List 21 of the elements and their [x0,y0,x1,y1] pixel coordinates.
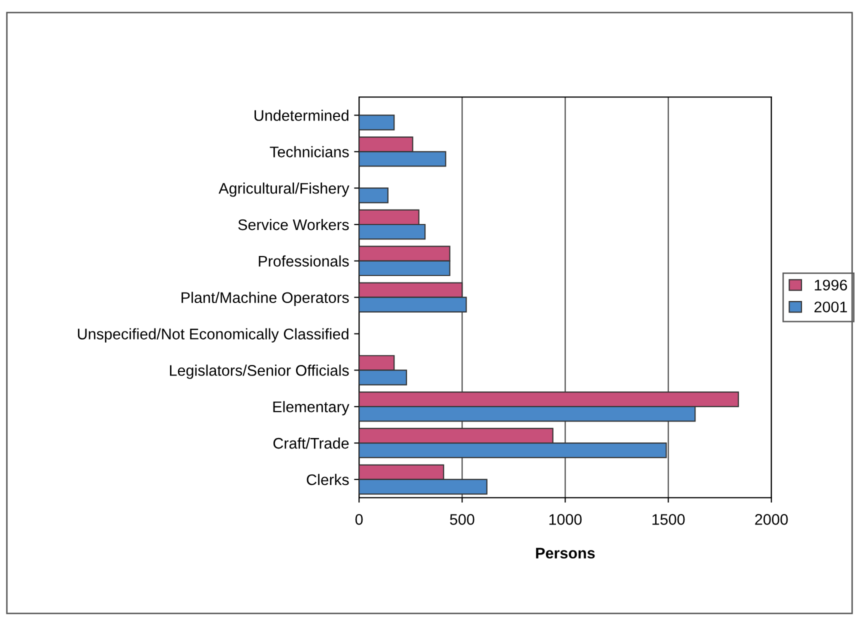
bar [359,188,388,204]
x-tick-label: 500 [450,514,474,525]
y-tick-label: Unspecified/Not Economically Classified [78,328,348,342]
x-tick-label: 2000 [755,514,788,525]
y-tick-label: Technicians [270,146,349,158]
bar [359,114,395,130]
y-tick-label: Legislators/Senior Officials [170,364,349,379]
y-tick-label: Service Workers [238,218,349,230]
y-tick-label: Clerks [306,474,349,486]
legend-label: 2001 [814,302,847,312]
y-tick-label: Plant/Machine Operators [182,292,349,306]
x-axis-title: Persons [536,548,595,559]
legend-label: 1996 [814,280,848,291]
y-tick-label: Craft/Trade [273,438,349,449]
x-tick-label: 1000 [549,514,582,525]
y-tick-label: Agricultural/Fishery [218,182,350,197]
y-tick-label: Professionals [258,255,349,267]
y-tick-label: Undetermined [254,110,348,121]
x-tick-label: 0 [355,514,363,525]
y-tick-label: Elementary [273,401,350,416]
x-tick-label: 1500 [652,514,685,525]
